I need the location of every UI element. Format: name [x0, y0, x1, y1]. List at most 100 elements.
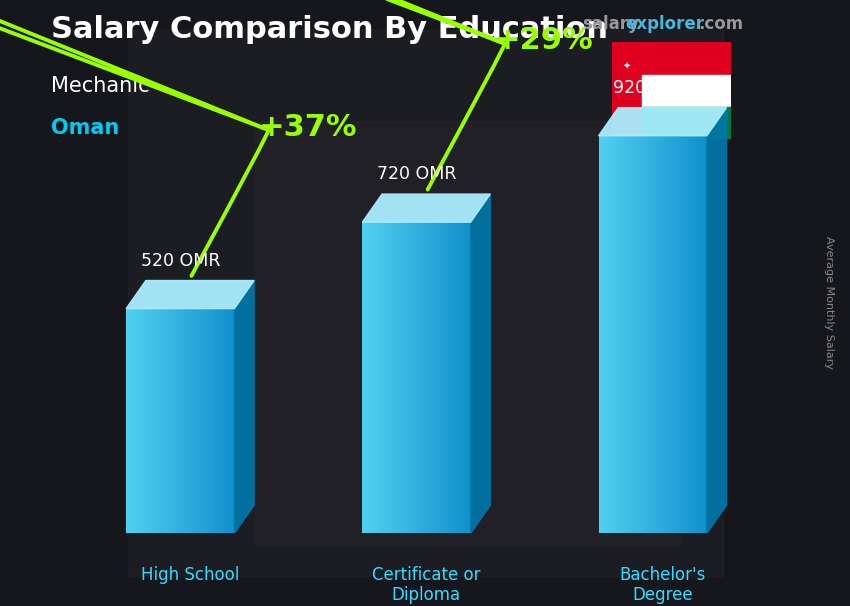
Bar [185, 308, 189, 533]
Text: +37%: +37% [259, 113, 358, 142]
Bar [688, 136, 691, 533]
Bar [462, 222, 466, 533]
Bar [642, 42, 731, 75]
Bar [180, 308, 184, 533]
Bar [405, 222, 409, 533]
Bar [637, 136, 639, 533]
Bar [639, 136, 642, 533]
Bar [378, 222, 382, 533]
Bar [648, 136, 650, 533]
Bar [623, 136, 626, 533]
Text: 920 OMR: 920 OMR [613, 79, 693, 97]
Bar [210, 308, 213, 533]
Bar [422, 222, 425, 533]
Bar [218, 308, 221, 533]
Bar [612, 136, 615, 533]
Bar [631, 136, 634, 533]
Bar [224, 308, 226, 533]
Bar [435, 222, 439, 533]
Bar [395, 222, 398, 533]
Bar [196, 308, 200, 533]
Text: Bachelor's
Degree: Bachelor's Degree [620, 565, 706, 605]
Bar [465, 222, 468, 533]
Text: Average Monthly Salary: Average Monthly Salary [824, 236, 834, 370]
Bar [455, 222, 457, 533]
Bar [362, 222, 365, 533]
Bar [438, 222, 441, 533]
Bar [382, 222, 384, 533]
Text: Mechanic: Mechanic [51, 76, 150, 96]
Polygon shape [707, 108, 727, 533]
Bar [156, 308, 159, 533]
Bar [468, 222, 471, 533]
Text: ✦: ✦ [623, 62, 631, 72]
Bar [368, 222, 371, 533]
Bar [642, 107, 731, 139]
Bar [143, 308, 145, 533]
Bar [620, 136, 623, 533]
Bar [433, 222, 436, 533]
Bar [134, 308, 137, 533]
Bar [183, 308, 186, 533]
Bar [221, 308, 224, 533]
Bar [145, 308, 148, 533]
Bar [428, 222, 430, 533]
Text: High School: High School [141, 565, 240, 584]
Bar [178, 308, 180, 533]
Bar [653, 136, 655, 533]
Bar [126, 308, 129, 533]
Bar [601, 136, 604, 533]
Bar [229, 308, 232, 533]
Bar [650, 136, 653, 533]
Bar [392, 222, 395, 533]
Bar [677, 136, 680, 533]
Text: salary: salary [582, 15, 639, 33]
Bar [403, 222, 405, 533]
Bar [425, 222, 428, 533]
Bar [207, 308, 210, 533]
Bar [642, 136, 645, 533]
Bar [660, 136, 664, 533]
Bar [628, 136, 632, 533]
Bar [129, 308, 132, 533]
Bar [699, 136, 701, 533]
Bar [205, 308, 207, 533]
Bar [658, 136, 661, 533]
Bar [615, 136, 618, 533]
Bar [191, 308, 194, 533]
Text: Salary Comparison By Education: Salary Comparison By Education [51, 15, 608, 44]
Polygon shape [598, 108, 727, 136]
Bar [384, 222, 387, 533]
Bar [669, 136, 672, 533]
Bar [696, 136, 699, 533]
Bar [215, 308, 218, 533]
Polygon shape [235, 281, 254, 533]
Bar [685, 136, 688, 533]
Bar [634, 136, 637, 533]
Bar [164, 308, 167, 533]
Polygon shape [126, 281, 254, 308]
Polygon shape [362, 194, 490, 222]
Bar [389, 222, 393, 533]
Text: explorer: explorer [625, 15, 704, 33]
Bar [626, 136, 628, 533]
Bar [609, 136, 612, 533]
Bar [167, 308, 170, 533]
Bar [704, 136, 707, 533]
Bar [607, 136, 609, 533]
Bar [150, 308, 153, 533]
Bar [617, 136, 620, 533]
Bar [199, 308, 202, 533]
Bar [153, 308, 156, 533]
Bar [137, 308, 140, 533]
Bar [189, 308, 191, 533]
Text: Certificate or
Diploma: Certificate or Diploma [372, 565, 480, 605]
Bar [376, 222, 379, 533]
Bar [430, 222, 433, 533]
Bar [400, 222, 403, 533]
Bar [373, 222, 376, 533]
Bar [701, 136, 705, 533]
Text: .com: .com [699, 15, 744, 33]
Text: Oman: Oman [51, 118, 119, 138]
Bar [666, 136, 669, 533]
